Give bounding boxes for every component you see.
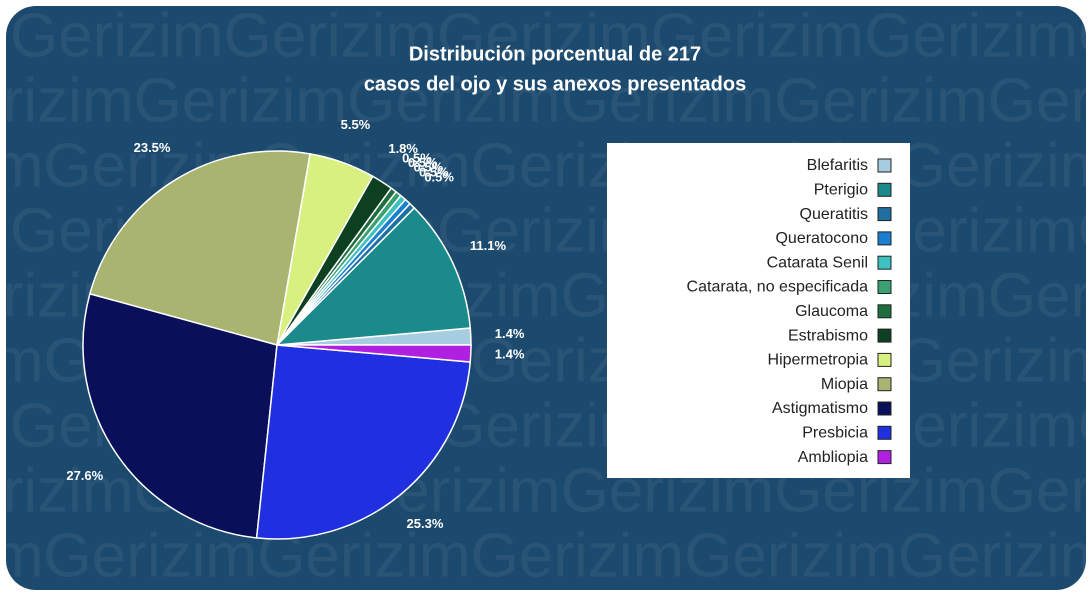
legend-swatch <box>877 304 892 319</box>
legend-swatch <box>877 352 892 367</box>
legend-swatch <box>877 207 892 222</box>
data-label: 1.4% <box>495 347 525 362</box>
legend-label: Glaucoma <box>795 303 868 320</box>
legend-swatch <box>877 280 892 294</box>
data-label: 5.5% <box>341 117 371 132</box>
data-label: 1.4% <box>495 326 525 341</box>
data-label: 0.5% <box>414 160 444 175</box>
data-label: 25.3% <box>407 516 444 531</box>
pie-slice <box>88 150 311 346</box>
legend-label: Astigmatismo <box>772 400 868 417</box>
legend-label: Queratitis <box>800 206 868 223</box>
chart-title: Distribución porcentual de 217 <box>409 43 701 65</box>
data-label: 0.5% <box>402 150 432 165</box>
legend-swatch <box>877 158 892 173</box>
data-label: 0.5% <box>408 155 438 170</box>
legend-swatch <box>877 377 892 392</box>
pie-slice <box>255 344 472 540</box>
watermark-text: GerizimGerizimGerizimGerizimGerizimGeriz… <box>0 521 1092 590</box>
legend-label: Estrabismo <box>788 327 868 344</box>
legend-label: Queratocono <box>775 230 868 247</box>
legend-swatch <box>877 255 892 270</box>
legend-swatch <box>877 231 892 246</box>
legend-label: Catarata Senil <box>767 254 868 271</box>
legend-swatch <box>877 425 892 440</box>
chart-title: casos del ojo y sus anexos presentados <box>364 73 746 95</box>
data-label: 11.1% <box>470 238 507 253</box>
legend-swatch <box>877 450 892 465</box>
data-label: 23.5% <box>134 140 171 155</box>
legend-label: Hipermetropia <box>768 352 869 369</box>
watermark-text: GerizimGerizimGerizimGerizimGerizimGeriz… <box>0 66 1092 135</box>
data-label: 0.5% <box>419 164 449 179</box>
pie-slice <box>275 206 472 346</box>
legend-label: Blefaritis <box>807 157 868 174</box>
pie-slice <box>276 344 472 363</box>
data-label: 0.5% <box>424 169 454 184</box>
legend <box>607 143 910 478</box>
legend-swatch <box>877 401 892 416</box>
legend-label: Catarata, no especificada <box>687 279 869 296</box>
legend-swatch <box>877 328 892 343</box>
watermark-text: GerizimGerizimGerizimGerizimGerizimGeriz… <box>10 1 1092 70</box>
legend-label: Pterigio <box>814 182 868 199</box>
legend-label: Miopia <box>821 376 868 393</box>
legend-label: Ambliopia <box>798 449 868 466</box>
data-label: 27.6% <box>66 468 103 483</box>
legend-swatch <box>877 182 892 197</box>
legend-label: Presbicia <box>802 425 868 442</box>
data-label: 1.8% <box>388 141 418 156</box>
pie-slice <box>82 292 278 539</box>
